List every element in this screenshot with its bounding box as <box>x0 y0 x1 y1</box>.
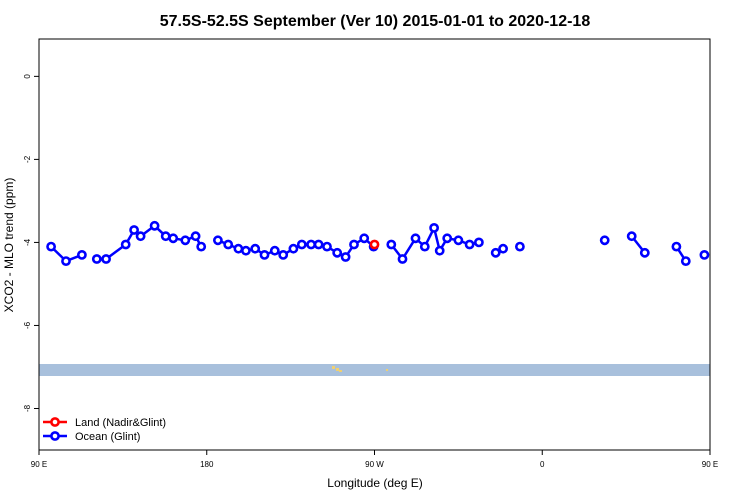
data-point <box>699 249 710 260</box>
data-point <box>626 231 637 242</box>
data-point <box>442 233 453 244</box>
data-point <box>278 249 289 260</box>
data-point <box>120 239 131 250</box>
data-point <box>490 247 501 258</box>
data-point <box>498 243 508 254</box>
data-point <box>296 239 307 250</box>
legend-label: Land (Nadir&Glint) <box>75 417 166 429</box>
data-point <box>349 239 359 250</box>
x-tick-label: 90 E <box>702 460 718 469</box>
chart-title: 57.5S-52.5S September (Ver 10) 2015-01-0… <box>160 13 591 30</box>
data-point <box>313 239 324 250</box>
data-point <box>322 241 332 252</box>
legend-marker <box>50 431 60 441</box>
data-point <box>129 225 139 235</box>
data-point <box>419 241 430 252</box>
data-point <box>269 245 280 256</box>
series-line <box>390 224 480 262</box>
map-land-blips <box>332 366 388 372</box>
map-land-blip <box>336 368 339 371</box>
data-point <box>212 235 223 246</box>
data-point <box>453 235 464 246</box>
map-land-blip <box>339 370 342 372</box>
x-tick-label: 0 <box>540 460 545 469</box>
data-point <box>250 243 261 254</box>
data-point <box>180 235 191 246</box>
data-point <box>410 233 421 244</box>
data-point <box>190 231 201 242</box>
map-land-blip <box>386 369 388 371</box>
data-point <box>359 233 370 244</box>
y-tick-label: 0 <box>23 74 32 79</box>
data-point <box>91 254 102 264</box>
y-axis: 0 -2 -4 -6 -8 <box>23 74 40 412</box>
data-point <box>135 231 146 242</box>
x-axis: 90 E 180 90 W 0 90 E <box>31 450 718 469</box>
data-point <box>233 243 244 254</box>
data-point <box>223 239 234 250</box>
y-tick-label: -4 <box>23 238 32 246</box>
data-point <box>397 254 408 264</box>
data-point <box>639 247 650 258</box>
legend-label: Ocean (Glint) <box>75 431 140 443</box>
legend-marker <box>50 417 60 427</box>
data-point <box>429 222 439 233</box>
data-point <box>46 241 56 252</box>
y-axis-label: XCO2 - MLO trend (ppm) <box>2 178 16 313</box>
series-layer <box>46 220 710 266</box>
y-tick-label: -6 <box>23 321 32 329</box>
data-point <box>464 239 475 250</box>
data-point <box>259 249 270 260</box>
data-point <box>332 247 343 258</box>
data-point <box>168 233 179 244</box>
x-tick-label: 90 E <box>31 460 47 469</box>
data-point <box>77 249 87 260</box>
data-point <box>340 252 351 262</box>
x-tick-label: 90 W <box>365 460 384 469</box>
y-tick-label: -2 <box>23 155 32 163</box>
legend: Land (Nadir&Glint) Ocean (Glint) <box>43 417 166 443</box>
data-point <box>369 239 380 250</box>
data-point <box>599 235 610 246</box>
data-point <box>515 241 525 252</box>
data-point <box>160 231 171 242</box>
data-point <box>434 245 445 256</box>
data-point <box>240 245 251 256</box>
map-land-blip <box>332 366 335 369</box>
data-point <box>473 237 484 248</box>
data-point <box>288 243 299 254</box>
data-point <box>386 239 397 250</box>
x-axis-label: Longitude (deg E) <box>327 476 422 490</box>
data-point <box>671 241 682 252</box>
data-point <box>680 256 691 266</box>
data-point <box>149 220 160 231</box>
data-point <box>196 241 207 252</box>
map-strip <box>39 364 710 376</box>
y-tick-label: -8 <box>23 404 32 412</box>
data-point <box>61 256 71 266</box>
data-point <box>101 254 111 264</box>
data-point <box>306 239 316 250</box>
x-tick-label: 180 <box>200 460 214 469</box>
